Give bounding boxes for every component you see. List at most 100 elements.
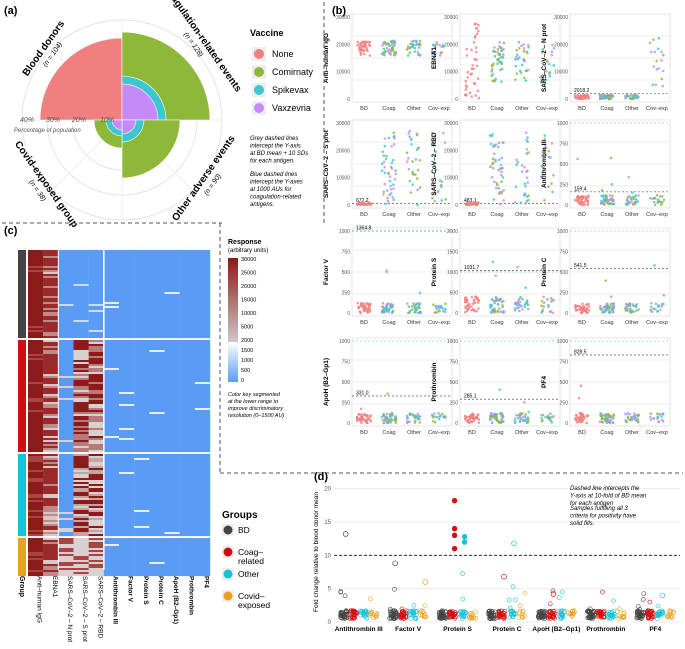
heat-cell <box>179 254 196 257</box>
point <box>637 611 642 616</box>
heat-cell <box>164 250 180 253</box>
facet-point <box>501 416 505 419</box>
facet-ytick: 0 <box>565 203 568 209</box>
heat-cell <box>58 410 74 413</box>
heat-cell <box>43 570 59 573</box>
heat-cell <box>119 332 135 335</box>
facet-point <box>514 56 518 59</box>
xtick: Antithrombin III <box>335 626 383 633</box>
heat-cell <box>194 426 211 429</box>
heat-cell <box>28 572 44 575</box>
facet-point <box>477 96 481 100</box>
heat-cell <box>43 302 59 305</box>
heat-cell <box>164 302 180 305</box>
point <box>499 608 504 614</box>
facet-point <box>433 191 437 195</box>
heat-cell <box>43 392 59 395</box>
point <box>411 602 417 608</box>
facet-point <box>523 59 527 63</box>
heat-cell <box>43 474 59 477</box>
facet-point <box>383 166 386 169</box>
heat-cell <box>73 574 89 577</box>
heat-cell <box>164 404 180 407</box>
heat-cell <box>179 570 196 573</box>
heat-cell <box>58 480 74 483</box>
facet-ytick: 250 <box>560 183 569 189</box>
heat-cell <box>134 486 150 489</box>
facet-ytick: 10000 <box>444 176 458 182</box>
radial-tick: 20% <box>71 117 86 124</box>
heat-cell <box>149 568 165 571</box>
heat-cell <box>103 468 120 471</box>
heat-cell <box>179 424 196 427</box>
facet-point <box>416 203 419 207</box>
facet-point <box>550 142 554 145</box>
heat-cell <box>134 294 150 297</box>
heat-cell <box>119 394 135 397</box>
heat-cell <box>28 304 44 307</box>
heat-cell <box>73 430 89 433</box>
facet-point <box>356 40 360 44</box>
heat-cell <box>119 490 135 493</box>
facet-point <box>381 418 385 422</box>
heat-cell <box>119 568 135 571</box>
facet-xtick: BD <box>468 320 476 326</box>
facet-xtick: Coag <box>490 320 503 326</box>
heat-col-label: Antithrombin III <box>111 576 118 624</box>
point <box>388 606 393 612</box>
positive-point <box>451 497 458 504</box>
facet-point <box>519 201 522 204</box>
heat-cell <box>58 522 74 525</box>
facet-point <box>387 310 391 314</box>
point <box>654 616 660 621</box>
heat-cell <box>43 434 59 437</box>
heat-cell <box>119 502 135 505</box>
heat-cell <box>73 294 89 297</box>
heat-cell <box>58 554 74 557</box>
point <box>550 591 557 597</box>
heat-cell <box>179 300 196 303</box>
legend-swatch <box>254 67 264 77</box>
heat-cell <box>194 504 211 507</box>
heat-cell <box>179 568 196 571</box>
heat-cell <box>73 426 89 429</box>
heat-cell <box>73 418 89 421</box>
facet-point <box>436 190 440 194</box>
facet-point <box>650 301 653 305</box>
heat-cell <box>179 398 196 401</box>
heat-cell <box>43 554 59 557</box>
point <box>363 612 368 617</box>
facet-point <box>473 34 477 38</box>
heat-cell <box>194 294 211 297</box>
heat-cell <box>103 426 120 429</box>
facet-point <box>526 140 529 143</box>
facet-point <box>526 136 529 139</box>
heat-cell <box>179 516 196 519</box>
heat-cell <box>149 412 165 415</box>
heat-cell <box>103 484 120 487</box>
heat-cell <box>88 432 105 435</box>
heat-cell <box>164 408 180 411</box>
heat-cell <box>73 464 89 467</box>
heat-cell <box>119 406 135 409</box>
facet-ytick: 30000 <box>336 121 350 127</box>
key-bar-lower <box>228 342 238 382</box>
heat-cell <box>58 332 74 335</box>
facet-point <box>600 308 604 311</box>
facet-point <box>518 69 522 73</box>
heat-cell <box>179 346 196 349</box>
heat-cell <box>164 378 180 381</box>
heat-cell <box>28 466 44 469</box>
heat-cell <box>103 340 120 343</box>
heat-cell <box>73 416 89 419</box>
point <box>641 591 647 596</box>
point <box>647 599 653 605</box>
heat-cell <box>194 518 211 521</box>
point <box>339 613 345 618</box>
heat-cell <box>73 326 89 329</box>
heat-cell <box>58 276 74 279</box>
point <box>547 601 553 607</box>
heat-cell <box>43 468 59 471</box>
heat-cell <box>88 530 105 533</box>
facet-point <box>580 306 584 309</box>
